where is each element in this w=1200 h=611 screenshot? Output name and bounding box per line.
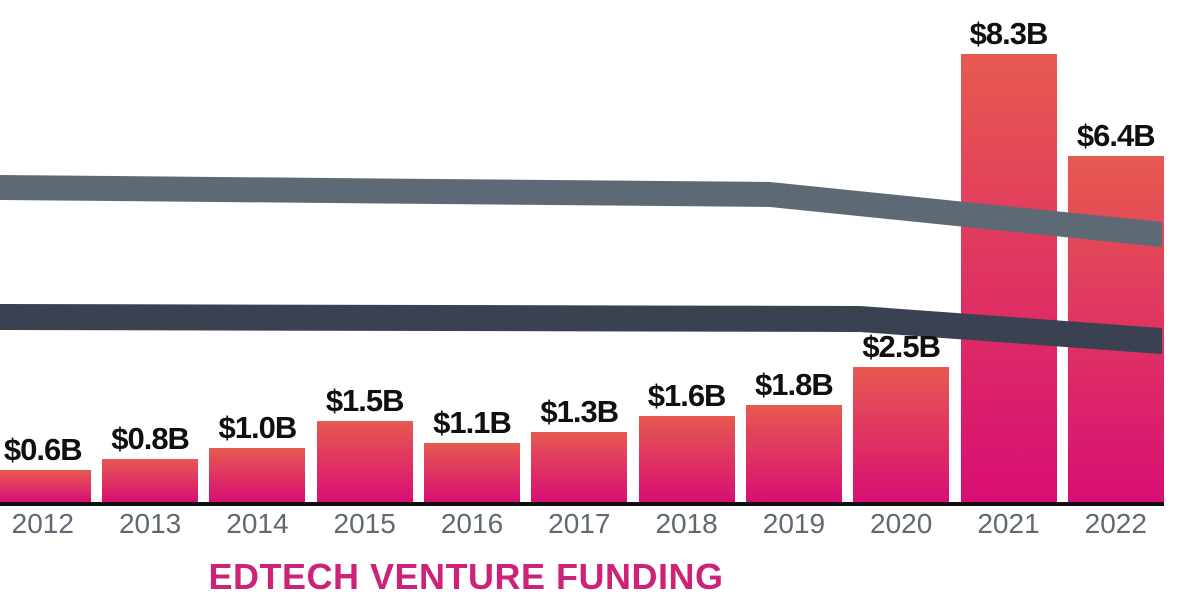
bar-value-label: $2.5B xyxy=(862,329,941,364)
chart-title: EDTECH VENTURE FUNDING xyxy=(208,556,724,597)
x-tick-label: 2014 xyxy=(226,508,289,539)
x-tick-label: 2012 xyxy=(11,508,74,539)
bar-value-label: $1.8B xyxy=(755,367,834,402)
bar-value-label: $1.5B xyxy=(325,383,405,418)
bar-2016 xyxy=(424,443,520,502)
bar-value-label: $1.1B xyxy=(433,405,512,440)
bar-2014 xyxy=(209,448,306,502)
bar-value-label: $1.3B xyxy=(540,394,619,429)
bar-2018 xyxy=(638,416,735,502)
x-tick-label: 2017 xyxy=(548,508,611,539)
bar-2013 xyxy=(102,459,199,502)
bar-value-label: $1.0B xyxy=(218,410,298,445)
x-tick-label: 2015 xyxy=(333,508,396,539)
x-tick-label: 2016 xyxy=(440,508,504,539)
bar-value-label: $6.4B xyxy=(1076,118,1156,153)
bar-2012 xyxy=(0,470,91,502)
x-tick-label: 2018 xyxy=(655,508,718,539)
bar-value-label: $0.8B xyxy=(111,421,190,456)
lower-trend-band xyxy=(0,304,1162,354)
bar-value-label: $8.3B xyxy=(969,16,1049,51)
bar-2021 xyxy=(960,54,1057,502)
x-tick-label: 2021 xyxy=(977,508,1040,539)
x-axis-line xyxy=(0,502,1164,506)
bar-2020 xyxy=(853,367,950,502)
x-tick-label: 2019 xyxy=(762,508,826,539)
bar-2017 xyxy=(531,432,628,502)
x-tick-label: 2013 xyxy=(118,508,182,539)
bar-2015 xyxy=(316,421,413,502)
x-tick-label: 2022 xyxy=(1084,508,1147,539)
bar-value-label: $0.6B xyxy=(3,432,83,467)
x-tick-label: 2020 xyxy=(870,508,933,539)
bar-2019 xyxy=(745,405,842,502)
upper-trend-band xyxy=(0,175,1162,247)
bar-value-label: $1.6B xyxy=(647,378,727,413)
